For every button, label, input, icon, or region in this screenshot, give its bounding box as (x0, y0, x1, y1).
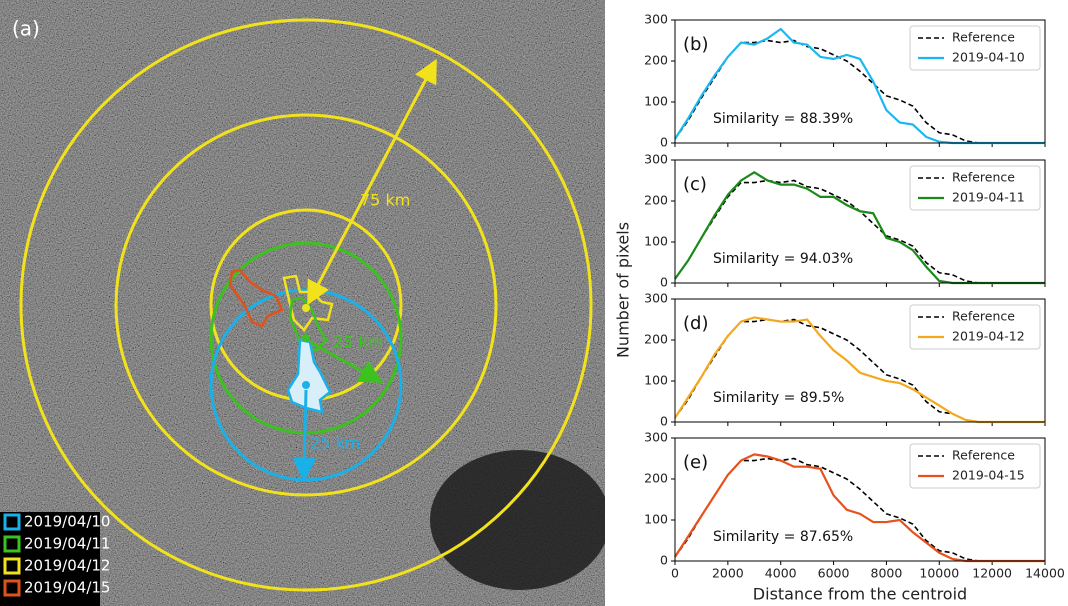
chart: 0 100 200 300 Reference 2019-04-12 (d) Similari… (644, 291, 1046, 429)
y-tick-label: 0 (660, 553, 668, 568)
panel-label: (e) (683, 452, 708, 473)
y-tick-label: 300 (644, 12, 668, 27)
x-axis-label: Distance from the centroid (753, 585, 967, 604)
panel-label: (d) (683, 313, 708, 334)
y-tick-label: 200 (644, 53, 668, 68)
y-tick-label: 200 (644, 193, 668, 208)
outline-0412 (282, 274, 334, 332)
y-axis-label: Number of pixels (614, 222, 633, 358)
axes-frame (674, 159, 1046, 284)
chart: 0 100 200 300 0 2000 4000 6000 8000 10000 12000 140… (644, 430, 1065, 581)
axes-frame (674, 19, 1046, 144)
arrow-blue (292, 389, 317, 482)
x-tick-label: 8000 (871, 566, 903, 581)
ring-50km (114, 113, 498, 497)
legend-label: 2019-04-15 (952, 468, 1025, 483)
axes-frame (674, 298, 1046, 423)
x-tick-label: 10000 (919, 566, 959, 581)
y-tick-label: 200 (644, 471, 668, 486)
y-tick-label: 300 (644, 291, 668, 306)
outline-0411 (288, 296, 328, 352)
annotation: Similarity = 89.5% (713, 390, 844, 406)
y-tick-label: 100 (644, 373, 668, 388)
legend-label: Reference (952, 309, 1015, 324)
legend-label: 2019-04-10 (952, 50, 1025, 65)
legend-swatch (3, 557, 21, 575)
legend-label: 2019/04/15 (24, 579, 110, 597)
legend-label: 2019/04/11 (24, 535, 110, 553)
y-tick-label: 0 (660, 414, 668, 429)
y-tick-label: 0 (660, 275, 668, 290)
y-tick-label: 300 (644, 430, 668, 445)
x-tick-label: 14000 (1025, 566, 1065, 581)
centroid (302, 381, 310, 389)
legend-swatch (3, 513, 21, 531)
annotation: Similarity = 88.39% (713, 111, 853, 127)
panel-label: (b) (683, 34, 708, 55)
y-tick-label: 100 (644, 234, 668, 249)
y-tick-label: 100 (644, 512, 668, 527)
map-dark-region (430, 450, 605, 590)
annotation: 25 km (333, 333, 383, 352)
legend-label: Reference (952, 448, 1015, 463)
legend-swatch (3, 579, 21, 597)
legend-label: 2019/04/10 (24, 513, 110, 531)
x-tick-label: 12000 (972, 566, 1012, 581)
x-tick-label: 6000 (818, 566, 850, 581)
outline-0410 (286, 338, 332, 414)
y-tick-label: 300 (644, 152, 668, 167)
arrow-green (309, 340, 384, 383)
panel-label: (a) (12, 17, 40, 41)
legend-label: Reference (952, 170, 1015, 185)
annotation: Similarity = 94.03% (713, 251, 853, 267)
x-tick-label: 4000 (765, 566, 797, 581)
annotation: 25 km (310, 434, 360, 453)
arrow-75km (307, 58, 437, 306)
map-legend: 2019/04/10 2019/04/11 2019/04/12 2019/04/15 (3, 513, 110, 597)
legend-swatch (3, 535, 21, 553)
map-panel: 75 km 25 km 25 km (a) 2019/04/102019/04/… (0, 0, 605, 606)
axes-frame (674, 437, 1046, 562)
chart: 0 100 200 300 Reference 2019-04-11 (c) Similari… (644, 152, 1046, 290)
centroid (302, 334, 310, 342)
y-tick-label: 100 (644, 94, 668, 109)
panel-label: (c) (683, 174, 707, 195)
outline-0415 (228, 268, 284, 328)
legend-label: 2019-04-12 (952, 329, 1025, 344)
y-tick-label: 0 (660, 135, 668, 150)
centroid (302, 304, 310, 312)
y-tick-label: 200 (644, 332, 668, 347)
chart: 0 100 200 300 Reference 2019-04-10 (b) Similari… (644, 12, 1046, 150)
annotation: 75 km (360, 191, 410, 210)
annotation: Similarity = 87.65% (713, 529, 853, 545)
legend-label: 2019-04-11 (952, 190, 1025, 205)
x-tick-label: 0 (671, 566, 679, 581)
legend-label: 2019/04/12 (24, 557, 110, 575)
ring-75km (19, 18, 593, 592)
legend-label: Reference (952, 30, 1015, 45)
x-tick-label: 2000 (712, 566, 744, 581)
